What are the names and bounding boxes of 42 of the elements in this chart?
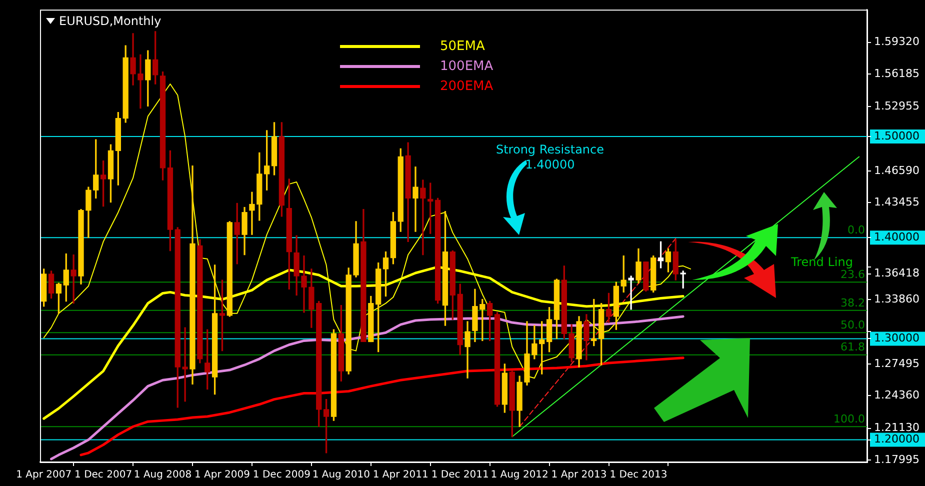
text: 200EMA	[440, 78, 494, 94]
y-tick-label: 1.27495	[874, 356, 920, 370]
annotation: Strong Resistance 1.40000	[496, 142, 604, 172]
x-tick-label: 1 Aug 2008	[134, 470, 192, 481]
chart-title: EURUSD,Monthly	[59, 14, 162, 28]
x-tick-label: 1 Aug 2010	[312, 470, 370, 481]
candlestick	[70, 254, 76, 304]
annotation: 100.0	[834, 412, 865, 426]
y-tick-label: 1.24360	[874, 388, 920, 402]
annotation: Trend Ling	[790, 255, 853, 270]
annotation: 38.2	[840, 296, 865, 310]
x-tick-label: 1 Dec 2011	[431, 470, 489, 481]
x-tick-label: 1 Apr 2009	[194, 470, 250, 481]
x-tick-label: 1 Dec 2007	[74, 470, 132, 481]
y-tick-label: 1.20000	[874, 432, 920, 446]
x-tick-label: 1 Apr 2007	[16, 470, 72, 481]
candlestick	[420, 180, 426, 256]
annotation: 50.0	[840, 318, 865, 332]
x-tick-label: 1 Apr 2011	[372, 470, 428, 481]
candlestick	[628, 276, 634, 310]
annotation: 0.0	[848, 223, 865, 236]
y-tick-label: 1.33860	[874, 292, 920, 306]
y-tick-label: 1.30000	[874, 332, 920, 345]
x-tick-label: 1 Apr 2013	[551, 470, 607, 481]
x-tick-label: 1 Aug 2012	[490, 470, 548, 481]
y-tick-label: 1.59320	[874, 35, 920, 48]
x-tick-label: 1 Dec 2013	[610, 470, 668, 481]
y-tick-label: 1.40000	[874, 230, 920, 244]
y-tick-label: 1.43455	[874, 196, 920, 209]
y-tick-label: 1.52955	[874, 100, 920, 113]
text: 100EMA	[440, 58, 494, 74]
x-tick-label: 1 Dec 2009	[252, 470, 310, 481]
y-tick-label: 1.56185	[874, 66, 920, 80]
y-tick-label: 1.46590	[874, 164, 920, 177]
y-tick-label: 1.36418	[874, 266, 920, 280]
y-tick-label: 1.17995	[874, 452, 920, 466]
y-tick-label: 1.50000	[874, 129, 920, 142]
annotation: 23.6	[840, 268, 865, 281]
annotation: 61.8	[840, 340, 865, 354]
y-tick-label: 1.21130	[874, 421, 920, 434]
candlestick	[412, 166, 418, 232]
text: 50EMA	[440, 38, 485, 54]
